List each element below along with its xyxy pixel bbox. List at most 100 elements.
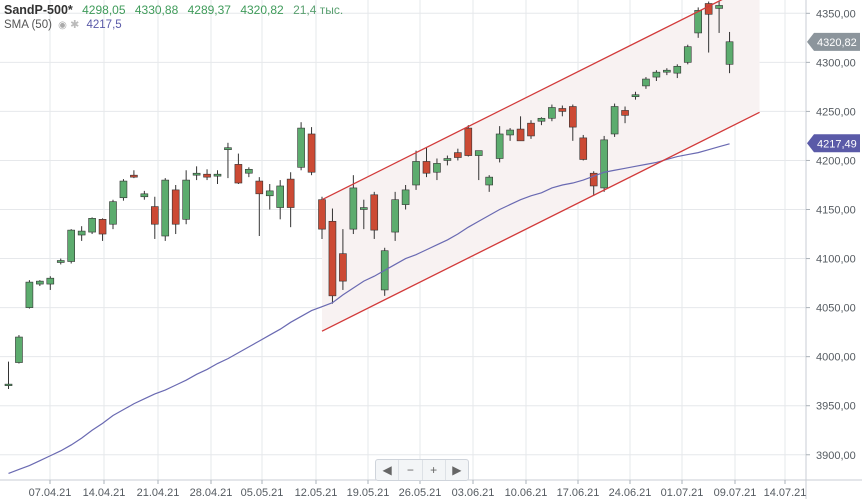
candle-body	[349, 187, 358, 230]
candle-body	[673, 65, 682, 74]
candle[interactable]	[286, 172, 295, 228]
candle[interactable]	[297, 122, 305, 171]
candle[interactable]	[663, 68, 671, 76]
candles	[4, 0, 734, 390]
candle[interactable]	[77, 226, 86, 241]
candle[interactable]	[631, 91, 640, 100]
candle[interactable]	[265, 184, 274, 210]
candle[interactable]	[537, 117, 546, 126]
candle-body	[725, 41, 734, 65]
candle[interactable]	[98, 218, 107, 241]
candle[interactable]	[642, 77, 650, 89]
candle[interactable]	[56, 258, 65, 265]
scroll-left-button[interactable]: ◀	[376, 460, 400, 480]
x-tick-label: 14.07.21	[764, 487, 807, 499]
channel-lower-line	[321, 111, 760, 332]
candle[interactable]	[46, 276, 55, 290]
candle[interactable]	[88, 217, 96, 235]
candle[interactable]	[109, 199, 117, 230]
candle[interactable]	[673, 64, 682, 79]
candle[interactable]	[495, 126, 504, 163]
candle[interactable]	[683, 44, 692, 65]
candle[interactable]	[130, 170, 138, 179]
candle[interactable]	[652, 70, 661, 81]
candle[interactable]	[255, 177, 264, 236]
candle[interactable]	[25, 280, 34, 309]
candle[interactable]	[234, 153, 243, 185]
candle[interactable]	[171, 184, 180, 235]
candle[interactable]	[568, 104, 577, 141]
candle-body	[88, 218, 96, 233]
candle[interactable]	[182, 170, 190, 225]
candle[interactable]	[161, 178, 170, 241]
candle-body	[255, 180, 264, 195]
candle[interactable]	[527, 120, 535, 139]
candle[interactable]	[151, 196, 159, 239]
candle[interactable]	[454, 148, 462, 161]
candle[interactable]	[464, 125, 473, 157]
candle[interactable]	[307, 127, 316, 176]
candle[interactable]	[192, 166, 201, 181]
candle[interactable]	[213, 170, 222, 185]
candle[interactable]	[339, 229, 347, 290]
gear-icon[interactable]: ✱	[70, 19, 80, 31]
candle[interactable]	[359, 199, 368, 230]
candle[interactable]	[36, 280, 44, 287]
candle[interactable]	[558, 105, 567, 117]
candle[interactable]	[401, 184, 410, 210]
candle[interactable]	[391, 191, 399, 241]
candle[interactable]	[506, 128, 514, 141]
candle[interactable]	[600, 135, 608, 192]
candle[interactable]	[328, 208, 337, 304]
candle[interactable]	[245, 167, 253, 178]
candle-body	[25, 281, 34, 308]
candle[interactable]	[516, 116, 525, 142]
sma-value: 4217,5	[86, 19, 122, 31]
symbol-name[interactable]: SandP-500*	[4, 3, 73, 17]
candle[interactable]	[119, 179, 128, 201]
candle-body	[67, 229, 75, 262]
candle[interactable]	[224, 142, 232, 179]
sma-label[interactable]: SMA (50)	[4, 19, 52, 31]
candle[interactable]	[621, 106, 629, 124]
candle-body	[589, 172, 598, 187]
candle[interactable]	[485, 175, 494, 192]
candle-body	[715, 5, 723, 9]
candle[interactable]	[422, 147, 431, 178]
candle[interactable]	[370, 191, 379, 239]
candle[interactable]	[704, 1, 713, 53]
candle[interactable]	[412, 150, 420, 190]
candle[interactable]	[610, 103, 619, 137]
eye-icon[interactable]: ◉	[58, 20, 67, 31]
candle[interactable]	[276, 180, 285, 220]
sma-price-tag-bg	[807, 134, 860, 153]
candle[interactable]	[349, 175, 358, 235]
candle[interactable]	[579, 134, 588, 161]
candle[interactable]	[4, 361, 13, 390]
scroll-right-button[interactable]: ▶	[452, 463, 462, 477]
candle[interactable]	[433, 158, 441, 181]
candle[interactable]	[548, 104, 556, 122]
candle[interactable]	[443, 155, 452, 166]
candle-body	[286, 178, 295, 208]
candle[interactable]	[725, 31, 734, 74]
candle[interactable]	[589, 171, 598, 196]
last-price-tag-text: 4320,82	[817, 37, 857, 49]
candle-body	[318, 199, 326, 230]
x-axis: 07.04.21 14.04.21 21.04.21 28.04.21 05.05.21…	[29, 480, 807, 499]
zoom-in-button[interactable]: +	[423, 460, 446, 480]
zoom-controls: ◀ − + ▶	[375, 459, 469, 481]
y-tick-label: 4350,00	[816, 8, 856, 20]
x-tick-label: 03.06.21	[452, 487, 495, 499]
candle[interactable]	[67, 229, 75, 264]
candle-body	[130, 174, 138, 178]
y-tick-label: 4300,00	[816, 57, 856, 69]
price-tags: 4320,82 4217,49	[807, 32, 860, 153]
candle[interactable]	[140, 190, 149, 200]
candle[interactable]	[694, 7, 703, 38]
candle[interactable]	[474, 150, 483, 181]
candle[interactable]	[715, 0, 723, 33]
candle[interactable]	[15, 335, 23, 364]
zoom-out-button[interactable]: −	[399, 460, 423, 480]
candle[interactable]	[203, 169, 211, 181]
